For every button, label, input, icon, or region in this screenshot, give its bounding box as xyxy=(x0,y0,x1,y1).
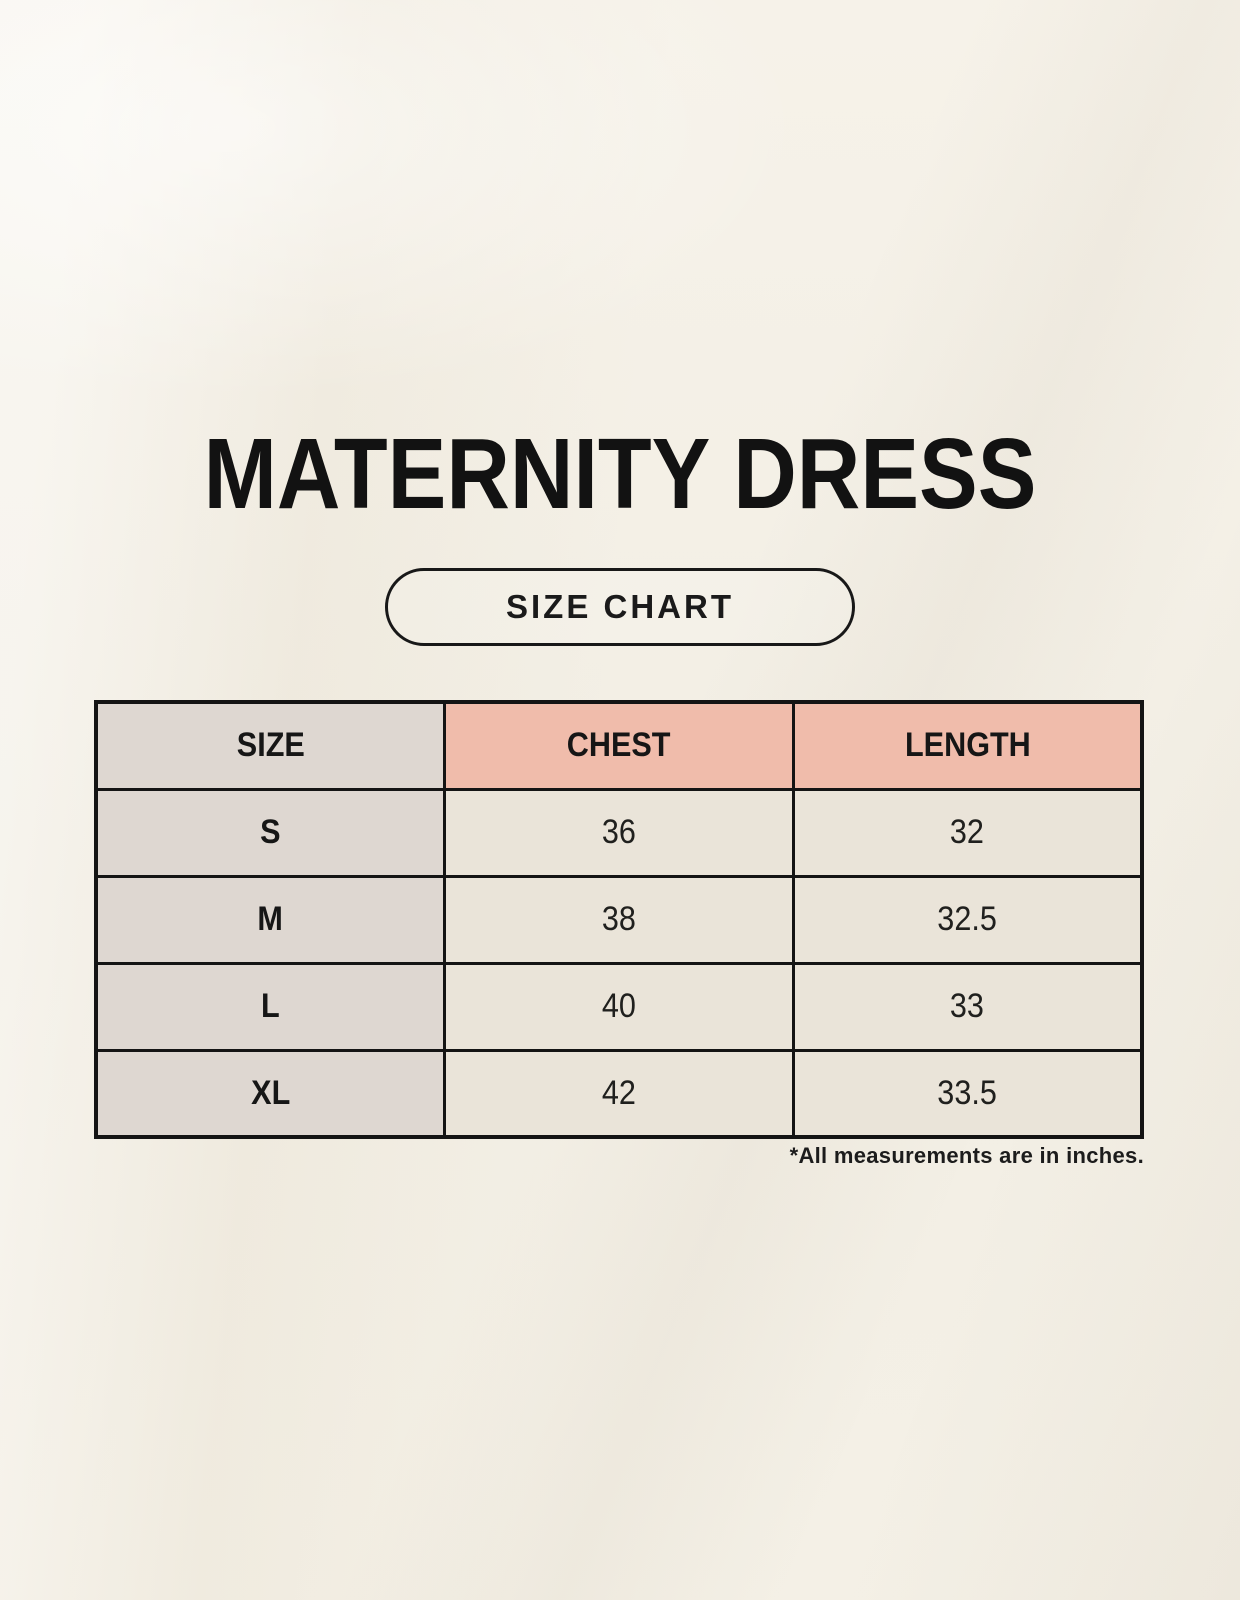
cell-length-m: 32.5 xyxy=(791,874,1144,965)
cell-chest-m-value: 38 xyxy=(601,900,636,938)
cell-length-xl: 33.5 xyxy=(791,1048,1144,1139)
cell-size-s-value: S xyxy=(260,813,281,851)
cell-chest-l-value: 40 xyxy=(601,987,636,1025)
cell-chest-xl-value: 42 xyxy=(601,1073,636,1112)
measurements-note: *All measurements are in inches. xyxy=(789,1143,1144,1168)
table-header-row: SIZE CHEST LENGTH xyxy=(94,700,1144,791)
cell-size-m: M xyxy=(94,874,447,965)
cell-size-l-value: L xyxy=(261,987,280,1025)
cell-length-s: 32 xyxy=(791,787,1144,878)
table-row-l: L 40 33 xyxy=(94,961,1144,1052)
column-header-length-label: LENGTH xyxy=(904,726,1031,765)
table-row-m: M 38 32.5 xyxy=(94,874,1144,965)
cell-chest-s: 36 xyxy=(443,787,795,878)
size-chart-badge-label: SIZE CHART xyxy=(506,588,734,625)
cell-length-l-value: 33 xyxy=(950,987,985,1025)
column-header-size: SIZE xyxy=(94,700,447,791)
cell-length-m-value: 32.5 xyxy=(937,900,998,938)
cell-length-s-value: 32 xyxy=(950,813,985,851)
cell-size-m-value: M xyxy=(257,900,284,938)
cell-size-s: S xyxy=(94,787,447,878)
column-header-size-label: SIZE xyxy=(236,726,305,765)
page-title: MATERNITY DRESS xyxy=(203,418,1037,530)
column-header-length: LENGTH xyxy=(791,700,1144,791)
cell-chest-l: 40 xyxy=(443,961,795,1052)
cell-chest-m: 38 xyxy=(443,874,795,965)
cell-chest-s-value: 36 xyxy=(601,813,636,851)
cell-length-xl-value: 33.5 xyxy=(937,1073,998,1112)
cell-length-l: 33 xyxy=(791,961,1144,1052)
cell-size-l: L xyxy=(94,961,447,1052)
column-header-chest: CHEST xyxy=(443,700,795,791)
table-row-s: S 36 32 xyxy=(94,787,1144,878)
size-chart-table: SIZE CHEST LENGTH S 36 32 M 38 32.5 L 40… xyxy=(94,700,1144,1139)
size-chart-badge[interactable]: SIZE CHART xyxy=(385,568,855,646)
cell-size-xl-value: XL xyxy=(251,1073,291,1112)
cell-chest-xl: 42 xyxy=(443,1048,795,1139)
column-header-chest-label: CHEST xyxy=(567,726,671,765)
table-row-xl: XL 42 33.5 xyxy=(94,1048,1144,1139)
cell-size-xl: XL xyxy=(94,1048,447,1139)
